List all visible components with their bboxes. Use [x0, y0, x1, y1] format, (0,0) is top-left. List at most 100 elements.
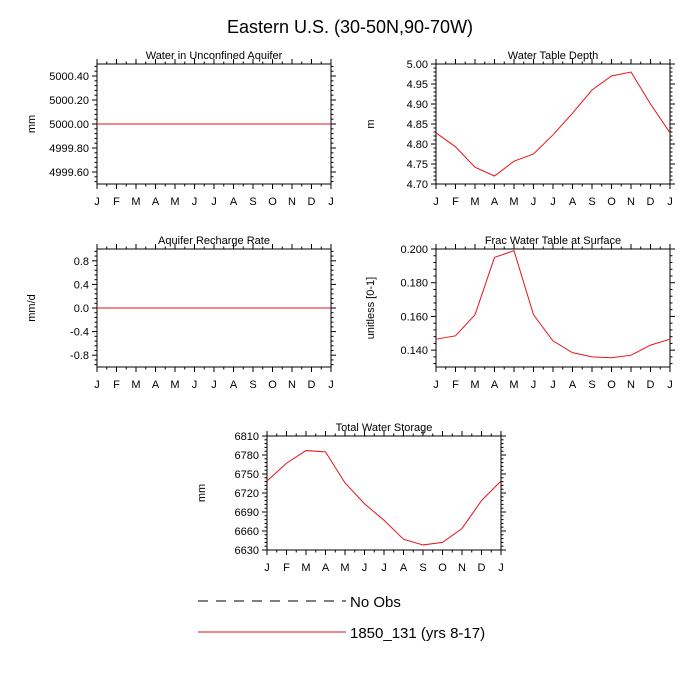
x-tick-label: D [308, 196, 316, 208]
y-axis-label: mm [196, 484, 208, 502]
x-tick-label: M [470, 196, 479, 208]
y-tick-label: 0.160 [400, 311, 428, 323]
x-tick-label: O [438, 562, 447, 574]
x-tick-label: J [667, 379, 673, 391]
x-tick-label: A [152, 196, 160, 208]
x-tick-label: J [667, 196, 673, 208]
x-tick-label: A [322, 562, 330, 574]
y-tick-label: 6660 [235, 526, 259, 538]
series-line-model [266, 450, 502, 546]
y-tick-label: 0.4 [74, 279, 89, 291]
x-tick-label: O [607, 196, 616, 208]
x-tick-label: A [569, 196, 577, 208]
x-tick-label: M [131, 379, 140, 391]
y-tick-label: 4.70 [407, 179, 428, 191]
x-tick-label: S [588, 379, 595, 391]
x-tick-label: A [400, 562, 408, 574]
x-tick-label: D [308, 379, 316, 391]
x-tick-label: N [288, 196, 296, 208]
plot-frame [435, 63, 671, 185]
y-tick-label: 6630 [235, 545, 259, 557]
series-line-model [435, 71, 671, 177]
x-tick-label: J [433, 379, 439, 391]
y-tick-label: 6750 [235, 469, 259, 481]
x-tick-label: S [419, 562, 426, 574]
y-axis-label: mm/d [26, 294, 38, 322]
x-tick-label: J [433, 196, 439, 208]
x-tick-label: J [94, 196, 100, 208]
y-axis-label: m [365, 119, 377, 128]
x-tick-label: A [491, 196, 499, 208]
y-tick-label: 6810 [235, 431, 259, 443]
y-tick-label: 6690 [235, 507, 259, 519]
y-tick-label: 4.75 [407, 159, 428, 171]
x-tick-label: N [627, 379, 635, 391]
y-tick-label: 0.200 [400, 244, 428, 256]
y-tick-label: 6780 [235, 450, 259, 462]
x-tick-label: A [230, 379, 238, 391]
x-tick-label: O [268, 379, 277, 391]
x-tick-label: F [452, 196, 459, 208]
y-tick-label: 4999.80 [49, 143, 89, 155]
x-tick-label: A [230, 196, 238, 208]
legend-model-label: 1850_131 (yrs 8-17) [350, 625, 485, 642]
x-tick-label: M [340, 562, 349, 574]
y-tick-label: 4999.60 [49, 167, 89, 179]
chart-title: Water Table Depth [508, 50, 599, 62]
x-tick-label: S [249, 196, 256, 208]
y-tick-label: 4.95 [407, 79, 428, 91]
x-tick-label: J [328, 196, 334, 208]
y-tick-label: 4.80 [407, 139, 428, 151]
x-tick-label: D [478, 562, 486, 574]
x-tick-label: F [113, 196, 120, 208]
x-tick-label: M [470, 379, 479, 391]
x-tick-label: O [607, 379, 616, 391]
chart-title: Aquifer Recharge Rate [158, 235, 270, 247]
chart-title: Frac Water Table at Surface [485, 235, 621, 247]
y-tick-label: 5000.20 [49, 95, 89, 107]
x-tick-label: J [362, 562, 368, 574]
y-tick-label: 0.8 [74, 256, 89, 268]
y-tick-label: 6720 [235, 488, 259, 500]
x-tick-label: J [550, 379, 556, 391]
x-tick-label: D [647, 379, 655, 391]
y-tick-label: 5000.40 [49, 71, 89, 83]
plot-frame [435, 248, 671, 368]
legend-obs-label: No Obs [350, 594, 401, 611]
y-tick-label: 0.0 [74, 303, 89, 315]
x-tick-label: S [588, 196, 595, 208]
x-tick-label: F [452, 379, 459, 391]
x-tick-label: O [268, 196, 277, 208]
x-tick-label: J [550, 196, 556, 208]
x-tick-label: J [328, 379, 334, 391]
y-axis-label: mm [26, 115, 38, 133]
x-tick-label: S [249, 379, 256, 391]
y-tick-label: 4.85 [407, 119, 428, 131]
x-tick-label: A [569, 379, 577, 391]
x-tick-label: F [283, 562, 290, 574]
x-tick-label: J [94, 379, 100, 391]
x-tick-label: M [131, 196, 140, 208]
x-tick-label: J [381, 562, 387, 574]
y-tick-label: 4.90 [407, 99, 428, 111]
x-tick-label: J [192, 196, 198, 208]
series-line-model [435, 250, 671, 359]
legend: No Obs 1850_131 (yrs 8-17) [198, 594, 485, 642]
x-tick-label: M [509, 379, 518, 391]
x-tick-label: N [458, 562, 466, 574]
x-tick-label: J [498, 562, 504, 574]
x-tick-label: M [170, 379, 179, 391]
x-tick-label: A [152, 379, 160, 391]
y-tick-label: 0.140 [400, 345, 428, 357]
x-tick-label: M [509, 196, 518, 208]
x-tick-label: M [301, 562, 310, 574]
y-tick-label: 0.180 [400, 278, 428, 290]
y-tick-label: 5000.00 [49, 119, 89, 131]
y-tick-label: -0.4 [70, 327, 89, 339]
x-tick-label: J [264, 562, 270, 574]
